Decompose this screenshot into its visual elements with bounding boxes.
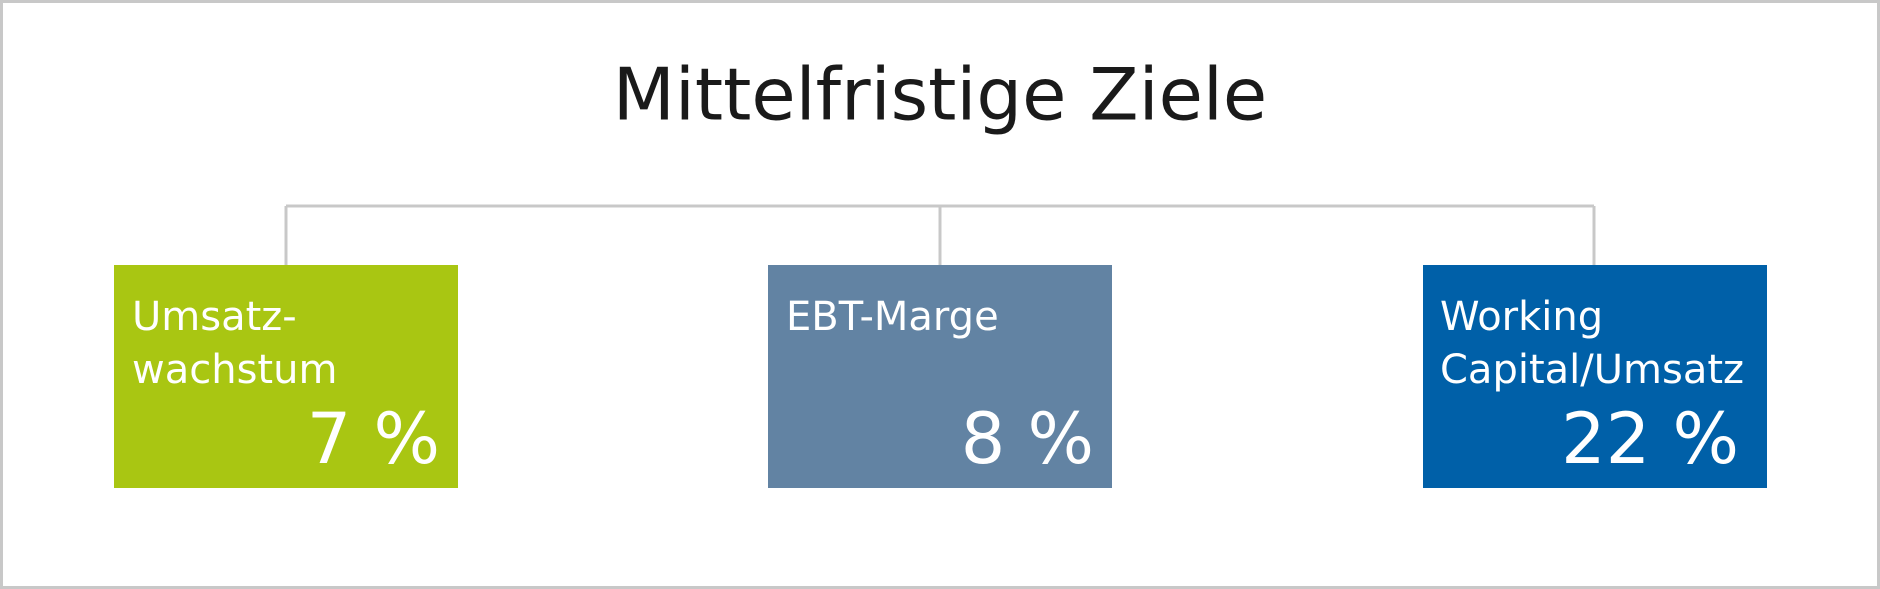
- box-value: 7 %: [307, 398, 440, 480]
- box-value: 8 %: [961, 398, 1094, 480]
- box-label: EBT-Marge: [786, 294, 999, 340]
- box-label: Umsatz-: [132, 294, 297, 340]
- box-background: [114, 265, 458, 488]
- box-background: [1423, 265, 1767, 488]
- box-label: wachstum: [132, 347, 337, 393]
- box: EBT-Marge 8 %: [768, 265, 1112, 488]
- box: Umsatz- wachstum 7 %: [114, 265, 458, 488]
- box-value: 22 %: [1561, 398, 1739, 480]
- box: Working Capital/Umsatz 22 %: [1423, 265, 1767, 488]
- box-label: Working: [1440, 294, 1603, 340]
- box-label: Capital/Umsatz: [1440, 347, 1744, 393]
- box-background: [768, 265, 1112, 488]
- connector: [284, 204, 1596, 265]
- title: Mittelfristige Ziele: [613, 53, 1267, 137]
